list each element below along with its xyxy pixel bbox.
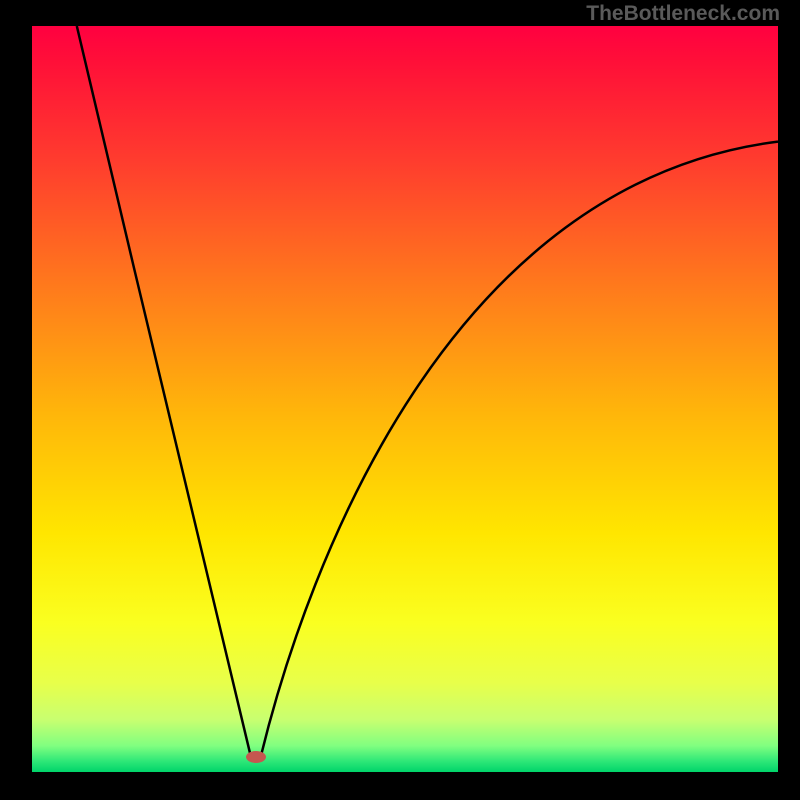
- curve-layer: [32, 26, 778, 772]
- watermark-text: TheBottleneck.com: [586, 2, 780, 26]
- chart-container: TheBottleneck.com: [0, 0, 800, 800]
- minimum-marker: [246, 751, 266, 763]
- plot-area: [32, 26, 778, 772]
- bottleneck-curve: [77, 26, 778, 756]
